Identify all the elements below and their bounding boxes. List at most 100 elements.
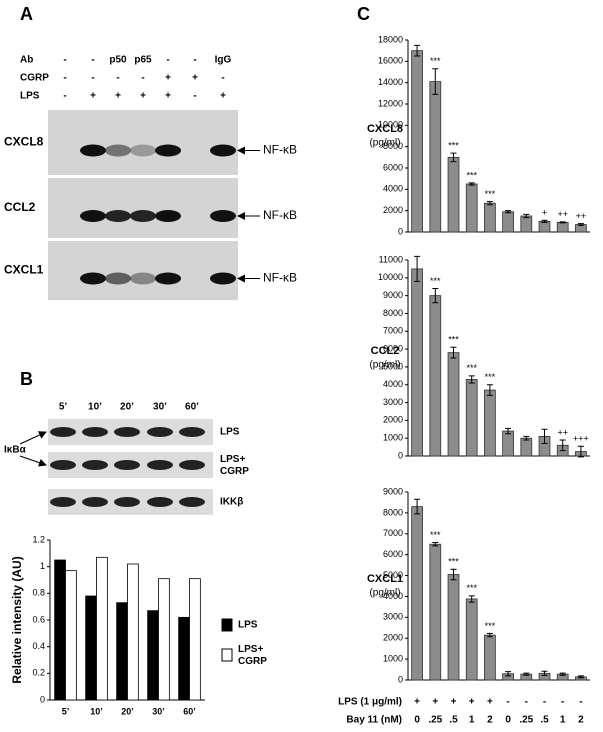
y-tick-label: 9000 xyxy=(383,486,403,496)
blot-band xyxy=(82,460,108,470)
y-tick-label: 0.8 xyxy=(32,588,45,598)
y-tick-label: 5000 xyxy=(383,361,403,371)
condition-cell: 1 xyxy=(469,715,475,726)
gel-band xyxy=(155,144,181,157)
blot-band xyxy=(114,460,140,470)
bar xyxy=(502,211,514,233)
bar xyxy=(465,183,478,233)
condition-cell: + xyxy=(451,697,457,708)
gel-band xyxy=(130,144,156,157)
error-bar xyxy=(414,44,421,57)
y-axis-label: CXCL1 xyxy=(367,573,403,585)
significance: *** xyxy=(466,583,477,593)
error-bar xyxy=(468,595,475,603)
bar xyxy=(147,610,159,701)
y-tick-label: 0.4 xyxy=(32,641,45,651)
error-bar xyxy=(450,152,457,163)
error-bar xyxy=(414,498,421,515)
y-tick-label: 0.2 xyxy=(32,668,45,678)
gel-band xyxy=(105,272,131,285)
arrow xyxy=(19,455,47,467)
blot-band xyxy=(147,427,173,437)
legend-swatch xyxy=(221,648,233,662)
significance: ++ xyxy=(557,209,568,219)
condition-label: Bay 11 (nM) xyxy=(346,715,402,726)
lane-cell: - xyxy=(193,55,196,66)
bar xyxy=(411,50,423,233)
gel-band xyxy=(210,210,236,222)
gel-band xyxy=(155,210,181,222)
error-bar xyxy=(505,427,512,435)
y-tick-label: 0 xyxy=(398,226,403,236)
legend-label: LPS+ CGRP xyxy=(238,644,267,667)
legend-swatch xyxy=(221,618,233,632)
bar xyxy=(65,570,77,701)
lane-cell: - xyxy=(166,55,169,66)
y-tick-label: 1 xyxy=(40,561,45,571)
blot-band xyxy=(179,427,205,437)
legend-label: LPS xyxy=(238,620,258,631)
lane-cell: + xyxy=(220,91,226,102)
gel-label: CXCL1 xyxy=(4,263,44,277)
blot-band xyxy=(114,427,140,437)
gel-band xyxy=(210,144,236,157)
gel-band xyxy=(130,272,156,285)
panel-label: B xyxy=(20,369,33,389)
bar xyxy=(484,202,496,233)
gel-band xyxy=(105,210,131,222)
y-tick-label: 1000 xyxy=(383,653,403,663)
error-bar xyxy=(414,255,421,282)
condition-cell: .5 xyxy=(540,715,549,726)
bar xyxy=(429,295,442,457)
error-bar xyxy=(559,439,566,452)
significance: ++ xyxy=(557,427,568,437)
condition-cell: + xyxy=(469,697,475,708)
y-tick-label: 10000 xyxy=(378,120,403,130)
gel xyxy=(48,241,238,300)
y-tick-label: 7000 xyxy=(383,326,403,336)
x-tick-label: 20’ xyxy=(121,706,134,716)
lane-cell: - xyxy=(193,91,196,102)
bar xyxy=(429,81,442,233)
significance: ++ xyxy=(576,211,587,221)
gel xyxy=(48,178,238,238)
blot-band xyxy=(50,497,76,507)
error-bar xyxy=(523,213,530,219)
error-bar xyxy=(486,632,493,638)
gel-band xyxy=(210,272,236,285)
gel-band xyxy=(155,272,181,285)
error-bar xyxy=(523,672,530,676)
panel-label: C xyxy=(357,4,370,24)
y-axis-label: CXCL8 xyxy=(367,123,403,135)
gel-band xyxy=(80,210,106,222)
bar xyxy=(484,634,496,681)
bar xyxy=(465,598,478,681)
time-label: 10’ xyxy=(88,402,102,413)
blot-band xyxy=(82,427,108,437)
significance: *** xyxy=(448,557,459,567)
x-tick-label: 5’ xyxy=(62,706,70,716)
lane-cell: - xyxy=(141,73,144,84)
band-label: NF-κB xyxy=(263,208,297,222)
blot-band xyxy=(179,460,205,470)
error-bar xyxy=(559,672,566,676)
gel-label: CXCL8 xyxy=(4,135,44,149)
bar xyxy=(538,220,551,233)
condition-cell: + xyxy=(432,697,438,708)
condition-cell: 0 xyxy=(505,715,511,726)
condition-cell: - xyxy=(579,697,582,708)
bar xyxy=(116,602,128,701)
band-label: NF-κB xyxy=(263,271,297,285)
bar xyxy=(96,556,108,701)
lane-cell: + xyxy=(165,91,171,102)
lane-cell: - xyxy=(63,55,66,66)
bar xyxy=(178,616,190,701)
error-bar xyxy=(577,445,584,458)
lane-cell: + xyxy=(115,91,121,102)
significance: *** xyxy=(430,56,441,66)
panel-label: A xyxy=(20,4,33,24)
error-bar xyxy=(541,428,548,445)
y-tick-label: 1.2 xyxy=(32,534,45,544)
y-tick-label: 3000 xyxy=(383,397,403,407)
y-tick-label: 9000 xyxy=(383,290,403,300)
